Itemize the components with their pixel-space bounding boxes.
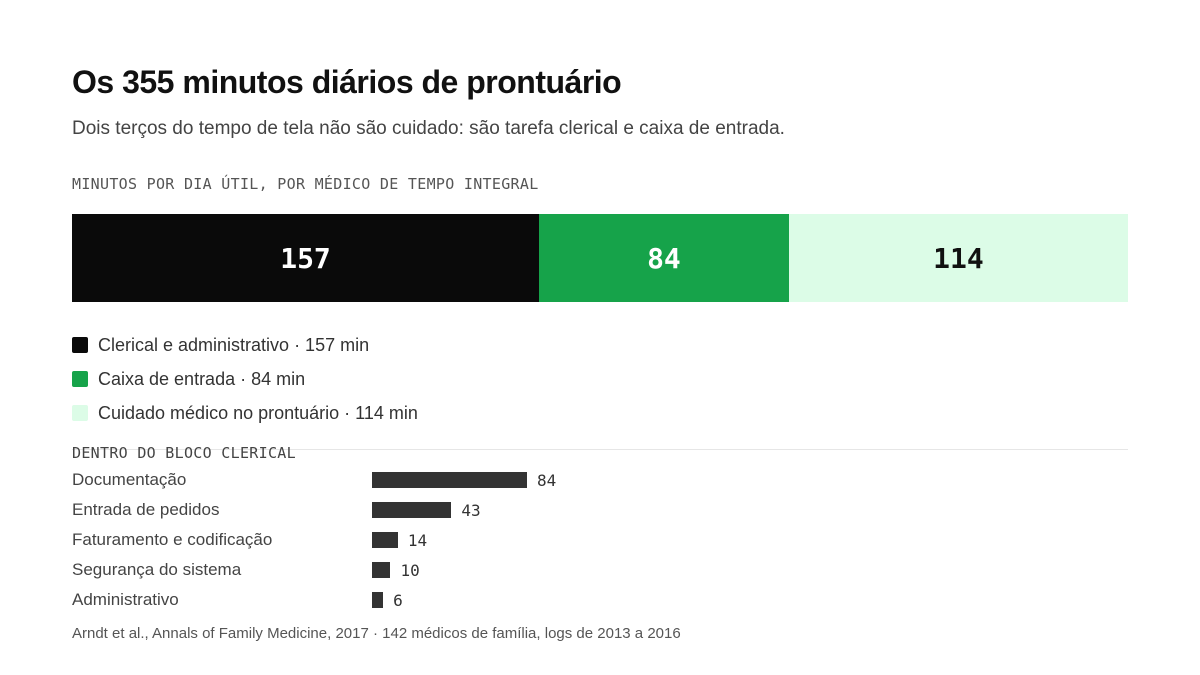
- bar-value-label: 43: [461, 500, 481, 520]
- divider: [72, 449, 1128, 450]
- bar: [372, 592, 384, 608]
- bar: [372, 532, 398, 548]
- bar-value-label: 6: [393, 590, 403, 610]
- legend-item: Caixa de entrada · 84 min: [72, 362, 418, 396]
- legend-swatch: [72, 371, 88, 387]
- bar-category-label: Administrativo: [72, 590, 179, 609]
- source-note: Arndt et al., Annals of Family Medicine,…: [72, 625, 681, 642]
- bar-row: Administrativo 6: [72, 585, 1128, 615]
- bar-row: Documentação 84: [72, 465, 1128, 495]
- segment-value-label: 114: [933, 241, 984, 275]
- legend-label: Clerical e administrativo · 157 min: [98, 334, 370, 355]
- bar-category-label: Faturamento e codificação: [72, 530, 273, 549]
- bar-row: Segurança do sistema 10: [72, 555, 1128, 585]
- bar-row: Entrada de pedidos 43: [72, 495, 1128, 525]
- stacked-chart-title: MINUTOS POR DIA ÚTIL, POR MÉDICO DE TEMP…: [72, 175, 539, 193]
- legend-swatch: [72, 405, 88, 421]
- bar-category-label: Documentação: [72, 470, 187, 489]
- legend: Clerical e administrativo · 157 min Caixa…: [72, 328, 418, 430]
- stacked-segment: 157: [72, 214, 540, 302]
- bar-row: Faturamento e codificação 14: [72, 525, 1128, 555]
- bar-value-label: 14: [407, 530, 428, 550]
- legend-item: Cuidado médico no prontuário · 114 min: [72, 396, 418, 430]
- stacked-segment: 114: [788, 214, 1128, 302]
- segment-value-label: 157: [280, 241, 331, 275]
- legend-label: Caixa de entrada · 84 min: [98, 368, 306, 389]
- legend-item: Clerical e administrativo · 157 min: [72, 328, 418, 362]
- breakdown-bar-chart: Documentação 84 Entrada de pedidos 43 Fatura…: [72, 465, 1128, 615]
- stacked-segment: 84: [539, 214, 789, 302]
- stacked-bar: 157 84 114: [72, 214, 1128, 302]
- bar-value-label: 10: [400, 560, 420, 580]
- chart-subtitle: Dois terços do tempo de tela não são cui…: [72, 118, 785, 139]
- chart-title: Os 355 minutos diários de prontuário: [72, 64, 622, 100]
- legend-label: Cuidado médico no prontuário · 114 min: [98, 402, 418, 423]
- bar: [372, 502, 452, 518]
- bar: [372, 562, 391, 578]
- bar-value-label: 84: [537, 470, 557, 490]
- legend-swatch: [72, 337, 88, 353]
- segment-value-label: 84: [647, 241, 681, 275]
- bar-category-label: Entrada de pedidos: [72, 500, 220, 519]
- bar-category-label: Segurança do sistema: [72, 560, 242, 579]
- bar: [372, 472, 527, 488]
- breakdown-chart-title: DENTRO DO BLOCO CLERICAL: [72, 444, 296, 462]
